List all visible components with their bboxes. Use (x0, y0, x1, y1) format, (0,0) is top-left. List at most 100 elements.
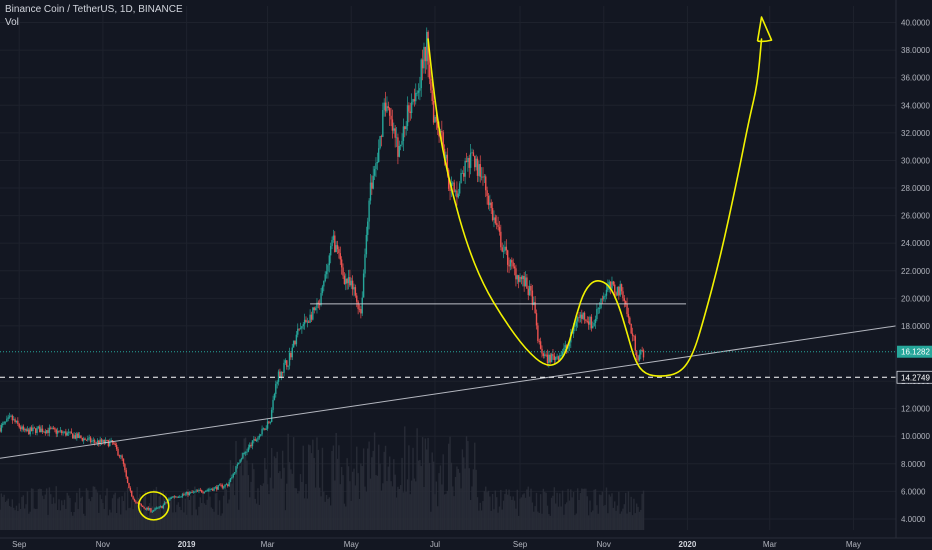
candle-body (615, 292, 617, 296)
candle-body (253, 439, 255, 441)
candle-body (80, 435, 82, 438)
candle-body (530, 285, 532, 291)
candle-body (399, 144, 402, 146)
volume-bar (342, 475, 344, 530)
price-tick-label: 30.0000 (901, 156, 930, 165)
candle-body (568, 342, 571, 347)
candle-body (170, 497, 173, 499)
candle-body (373, 169, 376, 176)
candle-body (270, 409, 273, 422)
volume-bar (103, 509, 105, 530)
candle-body (483, 176, 486, 178)
volume-bar (287, 433, 289, 530)
volume-bar (54, 503, 56, 530)
volume-bar (30, 488, 33, 530)
volume-bar (142, 513, 144, 530)
price-axis[interactable]: 4.00006.00008.000010.000012.000014.00001… (895, 0, 932, 538)
volume-bar (81, 496, 84, 530)
price-tick-label: 34.0000 (901, 101, 930, 110)
volume-bar (228, 499, 230, 530)
volume-bar (37, 489, 40, 530)
candle-body (93, 440, 96, 443)
candle-body (375, 163, 377, 170)
volume-bar (224, 486, 226, 530)
volume-bar (95, 489, 97, 530)
volume-bar (321, 447, 324, 530)
candle-body (541, 348, 543, 354)
volume-bar (590, 512, 593, 530)
candle-body (608, 281, 610, 287)
volume-bar (190, 495, 192, 530)
candle-body (539, 341, 542, 349)
price-tick-label: 12.0000 (901, 405, 930, 414)
symbol-title[interactable]: Binance Coin / TetherUS, 1D, BINANCE (5, 4, 183, 15)
volume-bar (188, 499, 191, 530)
price-tick-label: 20.0000 (901, 294, 930, 303)
time-axis[interactable]: Sep Nov 2019 Mar May Jul Sep Nov 2020 Mar May (0, 537, 932, 549)
volume-bar (143, 496, 145, 530)
volume-bar (222, 495, 225, 530)
volume-bar (291, 473, 293, 530)
candle-body (4, 421, 7, 423)
volume-bar (604, 504, 606, 530)
candle-body (446, 154, 449, 170)
volume-bar (450, 462, 453, 530)
candle-body (7, 417, 9, 419)
volume-bar (187, 489, 189, 530)
candle-body (410, 102, 413, 114)
candle-body (607, 286, 609, 290)
candle-body (556, 356, 558, 358)
volume-bar (445, 493, 447, 530)
candle-body (277, 371, 280, 382)
candle-body (13, 419, 15, 421)
volume-bar (254, 498, 256, 530)
volume-bar (364, 486, 366, 530)
volume-bar (446, 490, 449, 530)
candle-body (261, 428, 263, 435)
candle-body (222, 486, 225, 488)
volume-bar (380, 490, 383, 530)
volume-indicator-label[interactable]: Vol (5, 17, 19, 28)
candle-body (465, 160, 468, 162)
volume-bar (357, 473, 359, 530)
volume-bar (467, 441, 469, 530)
candle-body (100, 439, 103, 443)
candle-body (84, 438, 86, 440)
candle-body (516, 275, 518, 280)
candle-body (627, 314, 630, 318)
volume-bar (592, 510, 594, 530)
volume-bar (523, 493, 525, 530)
volume-bar (376, 475, 379, 530)
candle-body (641, 350, 643, 352)
candle-body (0, 425, 3, 432)
candle-body (592, 325, 594, 329)
volume-bar (559, 493, 561, 530)
candle-body (227, 484, 229, 487)
candle-body (302, 324, 304, 327)
candle-body (89, 437, 92, 442)
volume-bar (172, 512, 174, 530)
volume-bar (251, 463, 254, 530)
candle-body (228, 481, 230, 487)
dashed-level-tag-label: 14.2749 (901, 373, 930, 382)
volume-bar (238, 509, 240, 530)
volume-bar (232, 465, 234, 530)
candle-body (457, 193, 459, 198)
candle-body (347, 277, 350, 284)
candle-body (262, 428, 265, 430)
volume-bar (415, 481, 417, 530)
volume-bar (391, 486, 394, 530)
volume-bar (255, 503, 258, 530)
volume-bar (125, 510, 127, 530)
volume-bar (506, 494, 509, 530)
last-price-tag-box (897, 345, 932, 358)
volume-bar (520, 497, 523, 530)
volume-bar (117, 498, 119, 530)
volume-bar (132, 509, 134, 530)
candle-body (107, 440, 110, 447)
candle-body (555, 356, 557, 361)
candle-body (351, 280, 354, 290)
candle-body (491, 208, 494, 221)
volume-bar (345, 506, 347, 530)
